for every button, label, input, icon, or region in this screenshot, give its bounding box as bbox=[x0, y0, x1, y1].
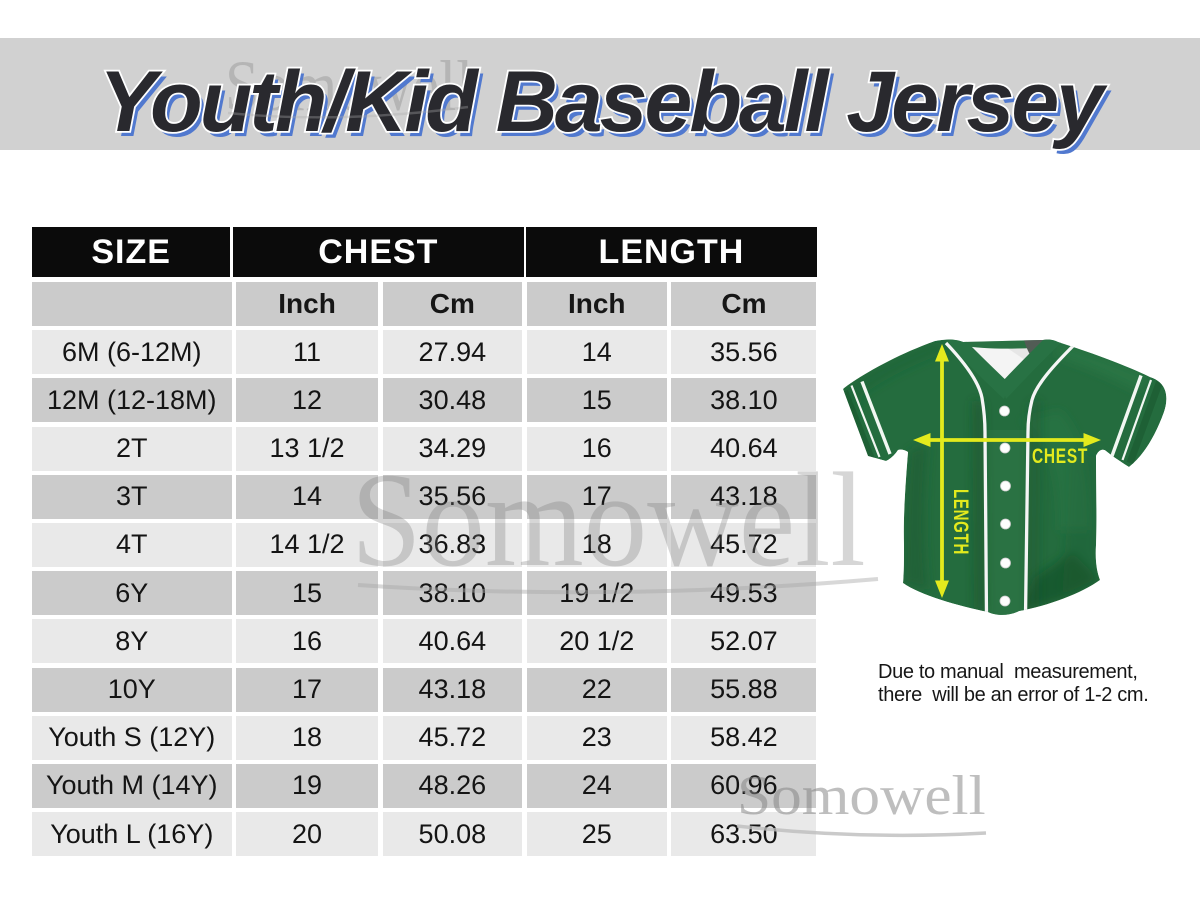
svg-text:CHEST: CHEST bbox=[1032, 443, 1088, 467]
svg-text:LENGTH: LENGTH bbox=[949, 489, 973, 555]
